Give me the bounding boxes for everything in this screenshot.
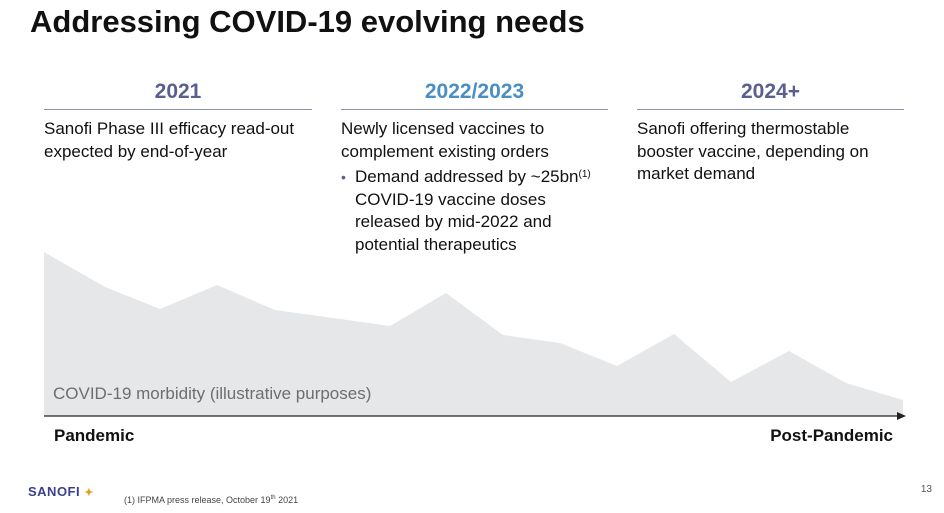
column-year: 2024+ bbox=[637, 80, 904, 110]
axis-end-label: Post-Pandemic bbox=[770, 426, 893, 445]
column-text: Sanofi offering thermostable booster vac… bbox=[637, 119, 869, 183]
logo-text: SANOFI bbox=[28, 484, 81, 499]
bullet-item: • Demand addressed by ~25bn(1) COVID-19 … bbox=[341, 166, 608, 256]
sanofi-logo: SANOFI ✦ bbox=[28, 484, 94, 499]
footnote-ref: (1) bbox=[578, 169, 591, 180]
column-2024-plus: 2024+ Sanofi offering thermostable boost… bbox=[637, 80, 904, 186]
bullet-dot-icon: • bbox=[341, 169, 346, 185]
footnote: (1) IFPMA press release, October 19th 20… bbox=[124, 495, 298, 505]
logo-mark-icon: ✦ bbox=[84, 487, 94, 499]
column-2022-2023: 2022/2023 Newly licensed vaccines to com… bbox=[341, 80, 608, 256]
footnote-sup: th bbox=[270, 495, 276, 501]
page-title: Addressing COVID-19 evolving needs bbox=[30, 4, 585, 39]
bullet-text: Demand addressed by ~25bn bbox=[355, 167, 579, 186]
page-number: 13 bbox=[920, 484, 932, 495]
timeline-arrow-icon bbox=[897, 412, 906, 420]
column-text: Sanofi Phase III efficacy read-out expec… bbox=[44, 119, 295, 161]
column-year: 2022/2023 bbox=[341, 80, 608, 110]
morbidity-area bbox=[44, 252, 903, 416]
column-text: Newly licensed vaccines to complement ex… bbox=[341, 118, 608, 256]
footnote-text-end: 2021 bbox=[275, 495, 299, 505]
axis-start-label: Pandemic bbox=[54, 426, 135, 445]
column-main-text: Newly licensed vaccines to complement ex… bbox=[341, 119, 549, 161]
bullet-text-cont: COVID-19 vaccine doses released by mid-2… bbox=[355, 189, 552, 254]
column-year: 2021 bbox=[44, 80, 312, 110]
area-label: COVID-19 morbidity (illustrative purpose… bbox=[53, 384, 372, 403]
column-2021: 2021 Sanofi Phase III efficacy read-out … bbox=[44, 80, 312, 163]
footnote-text: (1) IFPMA press release, October 19 bbox=[124, 495, 271, 505]
